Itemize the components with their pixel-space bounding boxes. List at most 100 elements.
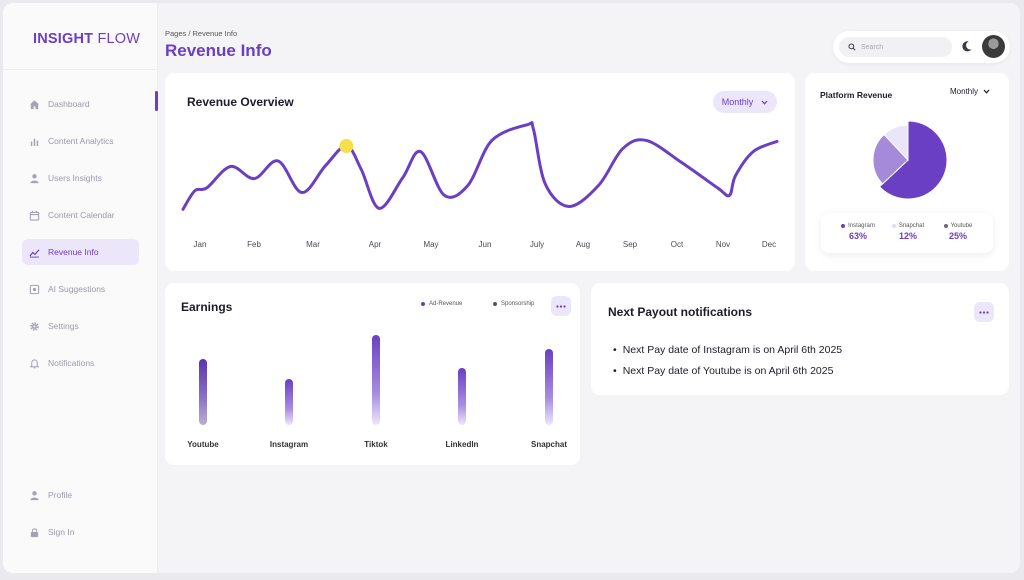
earnings-title: Earnings (181, 300, 233, 314)
revenue-overview-card: Revenue Overview Monthly Jan Feb Mar Apr May… (165, 73, 795, 271)
revenue-period-label: Monthly (721, 97, 754, 107)
x-tick-label-nov: Nov (715, 240, 731, 249)
payout-notifications-card: Next Payout notifications • Next Pay dat… (591, 283, 1009, 395)
sidebar-item-content-calendar[interactable]: Content Calendar (22, 202, 139, 228)
x-tick-label-dec: Dec (761, 240, 777, 249)
legend-dot (841, 224, 846, 228)
legend-value: 25% (948, 231, 967, 241)
platform-pie-chart (872, 120, 948, 200)
sidebar: INSIGHT FLOW Dashboard Content Analytics… (3, 3, 158, 573)
sidebar-divider (3, 69, 158, 70)
sidebar-item-label: Sign In (48, 527, 75, 537)
home-icon (29, 99, 40, 110)
bullet: • (613, 344, 617, 356)
legend-dot (493, 302, 497, 306)
active-indicator (155, 91, 158, 111)
sidebar-item-revenue-info[interactable]: Revenue Info (22, 239, 139, 265)
revenue-line-chart (181, 121, 779, 211)
bullet: • (613, 365, 617, 377)
legend-label: Ad-Revenue (429, 301, 463, 307)
x-tick-label-july: July (529, 240, 545, 249)
legend-instagram: Instagram 63% (833, 223, 883, 241)
lock-icon (29, 527, 40, 538)
sidebar-item-label: Profile (48, 490, 73, 500)
payout-title: Next Payout notifications (608, 305, 753, 319)
sidebar-item-profile[interactable]: Profile (22, 482, 139, 508)
payout-more-button[interactable] (974, 302, 994, 322)
app-window: INSIGHT FLOW Dashboard Content Analytics… (3, 3, 1020, 573)
page-title: Revenue Info (165, 41, 272, 60)
pie-slice-youtube[interactable] (872, 133, 909, 185)
sidebar-item-settings[interactable]: Settings (22, 313, 139, 339)
sidebar-item-sign-in[interactable]: Sign In (22, 519, 139, 545)
legend-ad-revenue: Ad-Revenue (421, 301, 462, 307)
bar-label-instagram: Instagram (269, 440, 309, 449)
moon-icon[interactable] (960, 40, 973, 53)
line-chart-icon (29, 247, 40, 258)
x-tick-label-jan: Jan (193, 240, 207, 249)
platform-legend: Instagram 63% Snapchat 12% Youtube 25% (821, 213, 993, 253)
more-dots-icon (556, 304, 566, 308)
legend-value: 12% (898, 231, 917, 241)
legend-dot (943, 224, 948, 228)
pie-slice-instagram[interactable] (878, 120, 948, 200)
earnings-more-button[interactable] (551, 296, 571, 316)
legend-youtube: Youtube 25% (933, 223, 983, 241)
x-tick-label-feb: Feb (247, 240, 261, 249)
payout-item: • Next Pay date of Youtube is on April 6… (613, 365, 833, 377)
sidebar-item-notifications[interactable]: Notifications (22, 350, 139, 376)
logo-bold: INSIGHT (33, 31, 94, 47)
bar-youtube[interactable] (199, 359, 207, 425)
x-tick-label-jun: Jun (478, 240, 492, 249)
x-tick-label-mar: Mar (306, 240, 320, 249)
logo-light: FLOW (93, 31, 141, 47)
bar-tiktok[interactable] (372, 335, 380, 425)
chevron-down-icon (761, 100, 768, 105)
revenue-overview-title: Revenue Overview (187, 95, 294, 109)
sidebar-item-content-analytics[interactable]: Content Analytics (22, 128, 139, 154)
header-toolbar (833, 31, 1010, 63)
sidebar-item-label: Content Analytics (48, 136, 114, 146)
revenue-series-line (181, 121, 779, 211)
sidebar-item-label: AI Suggestions (48, 284, 106, 294)
chevron-down-icon (983, 89, 990, 94)
pie-slice-snapchat[interactable] (883, 124, 909, 162)
avatar[interactable] (982, 35, 1005, 58)
app-logo[interactable]: INSIGHT FLOW (33, 31, 140, 47)
gear-icon (29, 321, 40, 332)
search-icon (848, 43, 856, 51)
x-tick-label-sep: Sep (622, 240, 638, 249)
sidebar-item-label: Notifications (48, 358, 95, 368)
bell-icon (29, 358, 40, 369)
bar-label-linkedin: LinkedIn (445, 440, 479, 449)
sidebar-item-dashboard[interactable]: Dashboard (22, 91, 139, 117)
bar-chart-icon (29, 136, 40, 147)
sidebar-item-ai-suggestions[interactable]: AI Suggestions (22, 276, 139, 302)
bar-linkedin[interactable] (458, 368, 466, 425)
more-dots-icon (979, 310, 989, 314)
sidebar-item-label: Settings (48, 321, 79, 331)
revenue-highlight-point[interactable] (339, 139, 354, 154)
search-input[interactable] (861, 43, 946, 51)
platform-revenue-title: Platform Revenue (820, 90, 893, 100)
legend-value: 63% (848, 231, 867, 241)
sidebar-item-users-insights[interactable]: Users Insights (22, 165, 139, 191)
legend-label: Sponsorship (501, 301, 535, 307)
x-tick-label-oct: Oct (670, 240, 684, 249)
legend-dot (891, 224, 896, 228)
platform-period-dropdown[interactable]: Monthly (950, 87, 990, 96)
user-icon (29, 490, 40, 501)
search-box (839, 37, 952, 57)
x-tick-label-may: May (423, 240, 439, 249)
bar-instagram[interactable] (285, 379, 293, 425)
sidebar-item-label: Dashboard (48, 99, 90, 109)
payout-item: • Next Pay date of Instagram is on April… (613, 344, 842, 356)
bar-snapchat[interactable] (545, 349, 553, 425)
breadcrumb: Pages / Revenue Info (165, 29, 238, 38)
x-tick-label-apr: Apr (368, 240, 382, 249)
sidebar-item-label: Users Insights (48, 173, 102, 183)
sidebar-item-label: Content Calendar (48, 210, 115, 220)
calendar-icon (29, 210, 40, 221)
payout-item-text: Next Pay date of Instagram is on April 6… (622, 344, 843, 356)
revenue-period-dropdown[interactable]: Monthly (713, 91, 777, 113)
